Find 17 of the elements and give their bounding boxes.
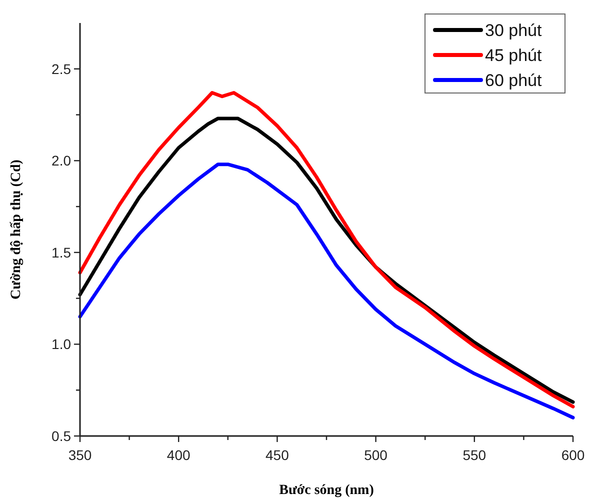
legend-label: 45 phút	[485, 46, 542, 65]
x-tick-label: 350	[68, 447, 92, 463]
text: 0.5	[52, 428, 71, 444]
x-axis-title: Bước sóng (nm)	[279, 483, 374, 498]
x-tick-label: 400	[166, 447, 190, 463]
y-tick-label: 1.0	[52, 336, 72, 352]
x-tick-label: 600	[561, 447, 585, 463]
y-axis-title: Cường độ hấp thụ (Cd)	[9, 159, 24, 300]
legend-label: 60 phút	[485, 71, 542, 90]
y-tick-label: 2.5	[52, 60, 72, 77]
x-tick-label: 550	[462, 447, 486, 463]
y-tick-label: 2.0	[52, 152, 72, 169]
x-tick-label: 450	[266, 447, 290, 463]
legend-label: 30 phút	[485, 21, 542, 40]
y-tick-label: 1.5	[52, 244, 72, 260]
x-tick-label: 500	[364, 447, 388, 463]
line-series	[78, 162, 575, 420]
